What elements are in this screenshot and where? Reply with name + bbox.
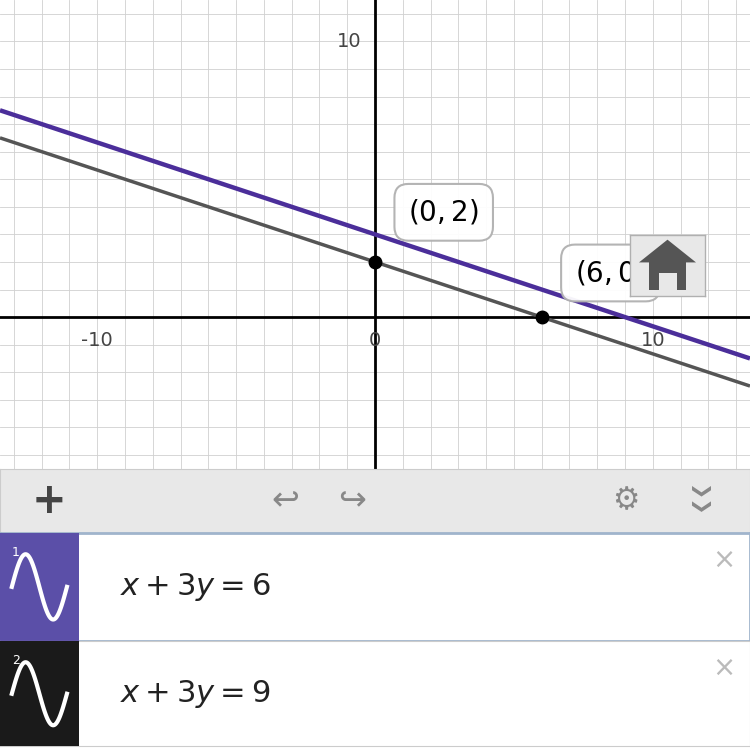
Text: $x + 3y = 6$: $x + 3y = 6$ <box>120 571 271 603</box>
Text: 0: 0 <box>369 331 381 350</box>
Text: 1: 1 <box>12 545 20 559</box>
Text: 2: 2 <box>12 654 20 667</box>
Text: ↪: ↪ <box>338 484 367 518</box>
Text: ×: × <box>712 546 735 574</box>
Bar <box>658 273 676 290</box>
Text: -10: -10 <box>81 331 113 350</box>
Text: $(6, 0)$: $(6, 0)$ <box>575 259 646 287</box>
Text: +: + <box>32 480 66 522</box>
Text: ↩: ↩ <box>271 484 299 518</box>
Text: $x + 3y = 9$: $x + 3y = 9$ <box>120 678 271 710</box>
Text: 10: 10 <box>640 331 665 350</box>
Text: $(0, 2)$: $(0, 2)$ <box>408 198 479 226</box>
Text: 10: 10 <box>337 32 361 51</box>
Text: ×: × <box>712 653 735 682</box>
Bar <box>649 262 686 290</box>
Text: ⚙: ⚙ <box>613 486 640 515</box>
Polygon shape <box>639 240 696 262</box>
Text: ❯❯: ❯❯ <box>688 484 707 517</box>
